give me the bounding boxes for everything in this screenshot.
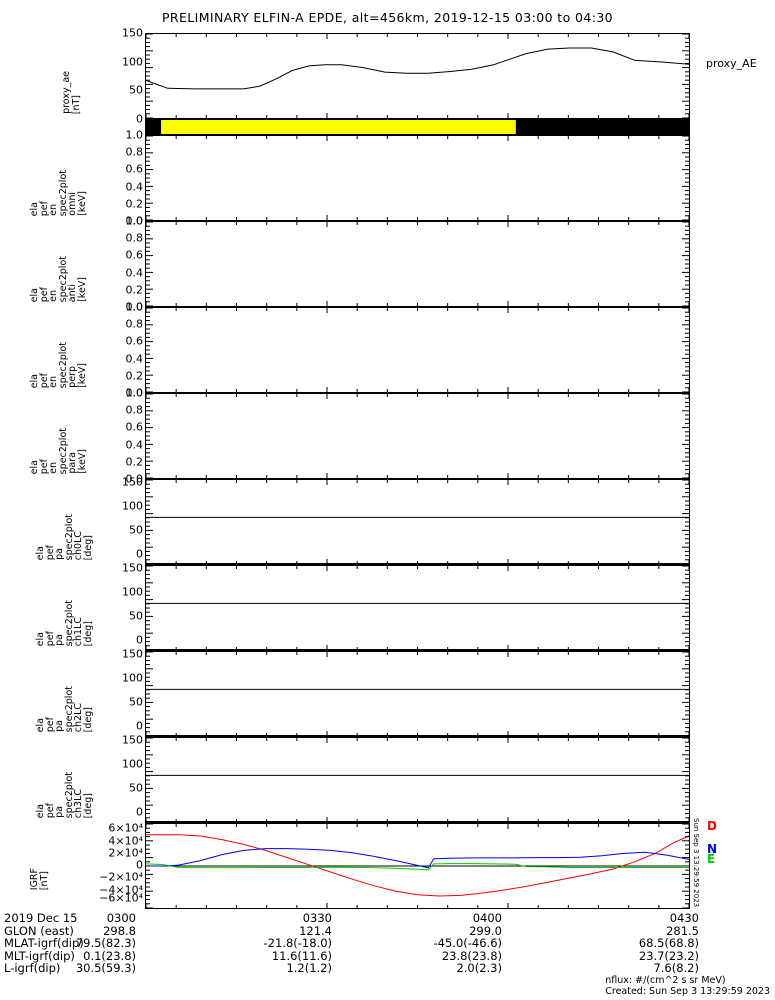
metadata-value: -45.0(-46.6)	[433, 936, 502, 951]
metadata-value: 7.6(8.2)	[653, 961, 699, 976]
metadata-row-l: L-igrf(dip) 30.5(59.3) 1.2(1.2) 2.0(2.3)…	[4, 962, 775, 975]
metadata-value: 68.5(68.8)	[638, 936, 699, 951]
pa-ch1lc-plot-area	[146, 566, 689, 650]
en-omni-plot-area	[146, 136, 689, 220]
pa-ch2lc-ylabel: ela pef pa spec2plot ch2LC [deg]	[35, 685, 94, 732]
panel-status-bar	[145, 119, 690, 135]
proxy-ae-plot-area	[146, 34, 689, 118]
metadata-value: 2.0(2.3)	[456, 961, 502, 976]
footer-notes: nflux: #/(cm^2 s sr MeV) Created: Sun Se…	[605, 975, 770, 997]
metadata-value: 1.2(1.2)	[286, 961, 332, 976]
metadata-label-mlat: MLAT-igrf(dip)	[4, 936, 84, 951]
metadata-value: 0400	[472, 911, 502, 925]
metadata-value: -21.8(-18.0)	[263, 936, 332, 951]
metadata-value: 23.7(23.2)	[638, 948, 699, 963]
metadata-value: 281.5	[666, 923, 699, 938]
footer-units: nflux: #/(cm^2 s sr MeV)	[605, 975, 726, 986]
metadata-label-date: 2019 Dec 15	[4, 911, 78, 925]
en-perp-plot-area	[146, 308, 689, 392]
panel-pa-ch3lc	[145, 737, 690, 823]
page-title: PRELIMINARY ELFIN-A EPDE, alt=456km, 201…	[161, 10, 614, 25]
igrf-ylabel: IGRF [nT]	[29, 867, 50, 890]
pa-ch1lc-ytick-labels: 150 100 50 0	[122, 561, 143, 647]
panel-proxy-ae	[145, 33, 690, 119]
pa-ch0lc-ytick-labels: 150 100 50 0	[122, 475, 143, 561]
en-anti-ytick-labels: 1.0 0.8 0.6 0.4 0.2 0.0	[125, 214, 144, 314]
metadata-value: 121.4	[299, 923, 332, 938]
igrf-legend-d: D	[707, 819, 717, 833]
pa-ch3lc-ylabel: ela pef pa spec2plot ch3LC [deg]	[35, 771, 94, 818]
igrf-legend-e: E	[707, 852, 716, 866]
panel-pa-ch2lc	[145, 651, 690, 737]
metadata-row-date: 2019 Dec 15 0300 0330 0400 0430	[4, 912, 775, 925]
en-para-ytick-labels: 1.0 0.8 0.6 0.4 0.2 0.0	[125, 386, 144, 486]
metadata-value: 0300	[106, 911, 136, 925]
panel-pa-ch1lc	[145, 565, 690, 651]
en-omni-ytick-labels: 1.0 0.8 0.6 0.4 0.2 0.0	[125, 128, 144, 228]
proxy-ae-ylabel: proxy_ae [nT]	[61, 71, 82, 114]
footer-created: Created: Sun Sep 3 13:29:59 2023	[605, 985, 770, 997]
panel-en-omni	[145, 135, 690, 221]
proxy-ae-ytick-labels: 150 100 50 0	[122, 26, 143, 126]
metadata-value: 0330	[302, 911, 332, 925]
en-anti-ylabel: ela pef en spec2plot anti [keV]	[29, 255, 88, 302]
panel-en-para	[145, 393, 690, 479]
metadata-value: 0.1(23.8)	[83, 948, 136, 963]
proxy-ae-right-label: proxy_AE	[706, 57, 757, 70]
metadata-value: 79.5(82.3)	[75, 936, 136, 951]
panel-en-perp	[145, 307, 690, 393]
metadata-label-glon: GLON (east)	[4, 923, 74, 938]
en-anti-plot-area	[146, 222, 689, 306]
en-omni-ylabel: ela pef en spec2plot omni [keV]	[29, 169, 88, 216]
en-perp-ytick-labels: 1.0 0.8 0.6 0.4 0.2 0.0	[125, 300, 144, 400]
en-para-plot-area	[146, 394, 689, 478]
igrf-ytick-labels: 6×10⁴ 4×10⁴ 2×10⁴ 0 −2×10⁴ −4×10⁴ −6×10⁴	[99, 821, 143, 904]
igrf-legend-n: N	[707, 842, 718, 856]
pa-ch1lc-ylabel: ela pef pa spec2plot ch1LC [deg]	[35, 599, 94, 646]
metadata-value: 23.8(23.8)	[441, 948, 502, 963]
metadata-table: 2019 Dec 15 0300 0330 0400 0430 GLON (ea…	[4, 912, 775, 975]
pa-ch3lc-plot-area	[146, 738, 689, 822]
metadata-value: 298.8	[103, 923, 136, 938]
igrf-plot-area	[146, 824, 689, 908]
metadata-value: 299.0	[469, 923, 502, 938]
metadata-row-glon: GLON (east) 298.8 121.4 299.0 281.5	[4, 923, 775, 938]
pa-ch2lc-ytick-labels: 150 100 50 0	[122, 647, 143, 733]
en-perp-ylabel: ela pef en spec2plot perp [keV]	[29, 341, 88, 388]
side-timestamp: Sun Sep 3 13:29:59 2023	[692, 818, 700, 908]
pa-ch2lc-plot-area	[146, 652, 689, 736]
panel-igrf	[145, 823, 690, 909]
metadata-label-l: L-igrf(dip)	[4, 961, 61, 976]
metadata-row-mlt: MLT-igrf(dip) 0.1(23.8) 11.6(11.6) 23.8(…	[4, 950, 775, 963]
pa-ch3lc-ytick-labels: 150 100 50 0	[122, 733, 143, 819]
metadata-value: 30.5(59.3)	[75, 961, 136, 976]
metadata-value: 0430	[669, 911, 699, 925]
panel-en-anti	[145, 221, 690, 307]
pa-ch0lc-plot-area	[146, 480, 689, 564]
metadata-label-mlt: MLT-igrf(dip)	[4, 948, 75, 963]
panel-pa-ch0lc	[145, 479, 690, 565]
en-para-ylabel: ela pef en spec2plot para [keV]	[29, 427, 88, 474]
pa-ch0lc-ylabel: ela pef pa spec2plot ch0LC [deg]	[35, 513, 94, 560]
metadata-value: 11.6(11.6)	[271, 948, 332, 963]
metadata-row-mlat: MLAT-igrf(dip) 79.5(82.3) -21.8(-18.0) -…	[4, 937, 775, 950]
status-bar-segments	[146, 120, 689, 134]
